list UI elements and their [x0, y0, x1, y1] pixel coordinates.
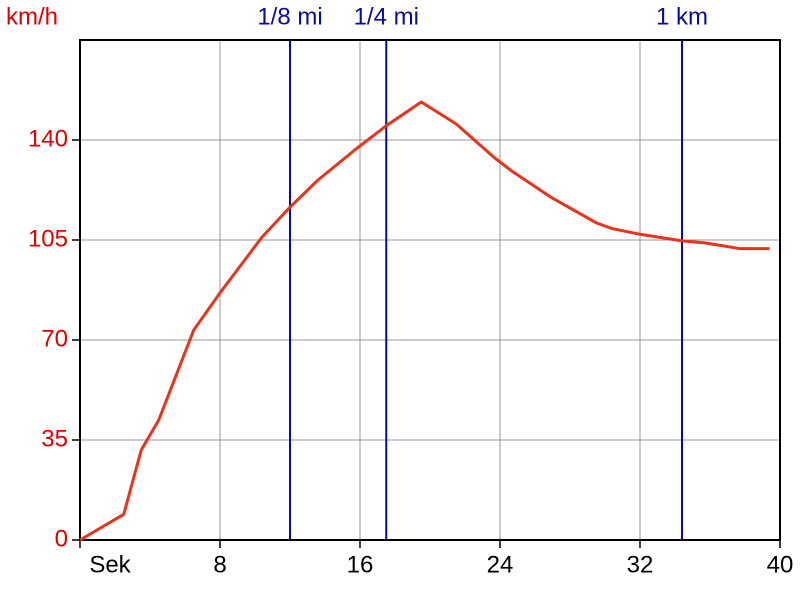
- speed-line: [79, 100, 770, 542]
- y-tick-label: 140: [28, 125, 68, 152]
- x-tick-label: 8: [213, 551, 226, 578]
- x-tick-label: Sek: [89, 551, 131, 578]
- plot-frame: [79, 39, 781, 541]
- distance-marker-label: 1/8 mi: [257, 3, 322, 30]
- x-tick-label: 16: [347, 551, 374, 578]
- y-tick-label: 105: [28, 225, 68, 252]
- y-tick-label: 35: [41, 425, 68, 452]
- distance-marker-label: 1/4 mi: [354, 3, 419, 30]
- y-axis-label: km/h: [6, 3, 58, 30]
- distance-marker-label: 1 km: [656, 3, 708, 30]
- y-tick-label: 70: [41, 325, 68, 352]
- y-tick-label: 0: [55, 525, 68, 552]
- x-tick-label: 24: [487, 551, 514, 578]
- x-tick-label: 32: [627, 551, 654, 578]
- x-tick-label: 40: [767, 551, 794, 578]
